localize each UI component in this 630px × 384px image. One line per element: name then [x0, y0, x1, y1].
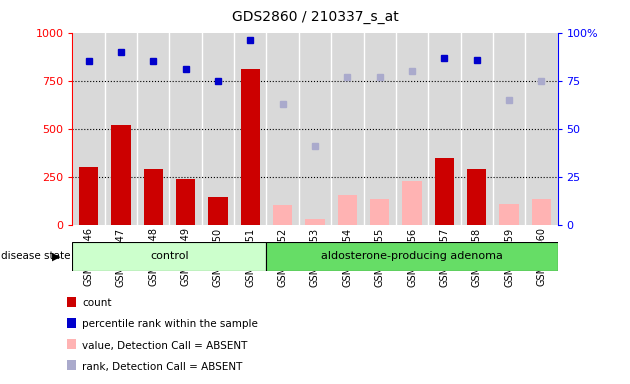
- Bar: [241, 69, 260, 225]
- Bar: [72, 242, 266, 271]
- Bar: [266, 242, 558, 271]
- Bar: [273, 205, 292, 225]
- Bar: [79, 167, 98, 225]
- Text: count: count: [82, 298, 112, 308]
- Text: value, Detection Call = ABSENT: value, Detection Call = ABSENT: [82, 341, 247, 351]
- Text: rank, Detection Call = ABSENT: rank, Detection Call = ABSENT: [82, 362, 243, 372]
- Bar: [338, 195, 357, 225]
- Bar: [67, 297, 76, 307]
- Text: control: control: [150, 251, 189, 262]
- Bar: [467, 169, 486, 225]
- Text: percentile rank within the sample: percentile rank within the sample: [82, 319, 258, 329]
- Bar: [176, 179, 195, 225]
- Bar: [370, 199, 389, 225]
- Bar: [209, 197, 227, 225]
- Bar: [500, 205, 518, 225]
- Bar: [67, 360, 76, 370]
- Bar: [144, 169, 163, 225]
- Text: aldosterone-producing adenoma: aldosterone-producing adenoma: [321, 251, 503, 262]
- Bar: [112, 125, 130, 225]
- Bar: [532, 199, 551, 225]
- Text: GDS2860 / 210337_s_at: GDS2860 / 210337_s_at: [232, 10, 398, 23]
- Bar: [403, 182, 421, 225]
- Bar: [67, 318, 76, 328]
- Bar: [435, 159, 454, 225]
- Text: disease state: disease state: [1, 251, 71, 262]
- Bar: [67, 339, 76, 349]
- Text: ▶: ▶: [52, 251, 60, 262]
- Bar: [306, 219, 324, 225]
